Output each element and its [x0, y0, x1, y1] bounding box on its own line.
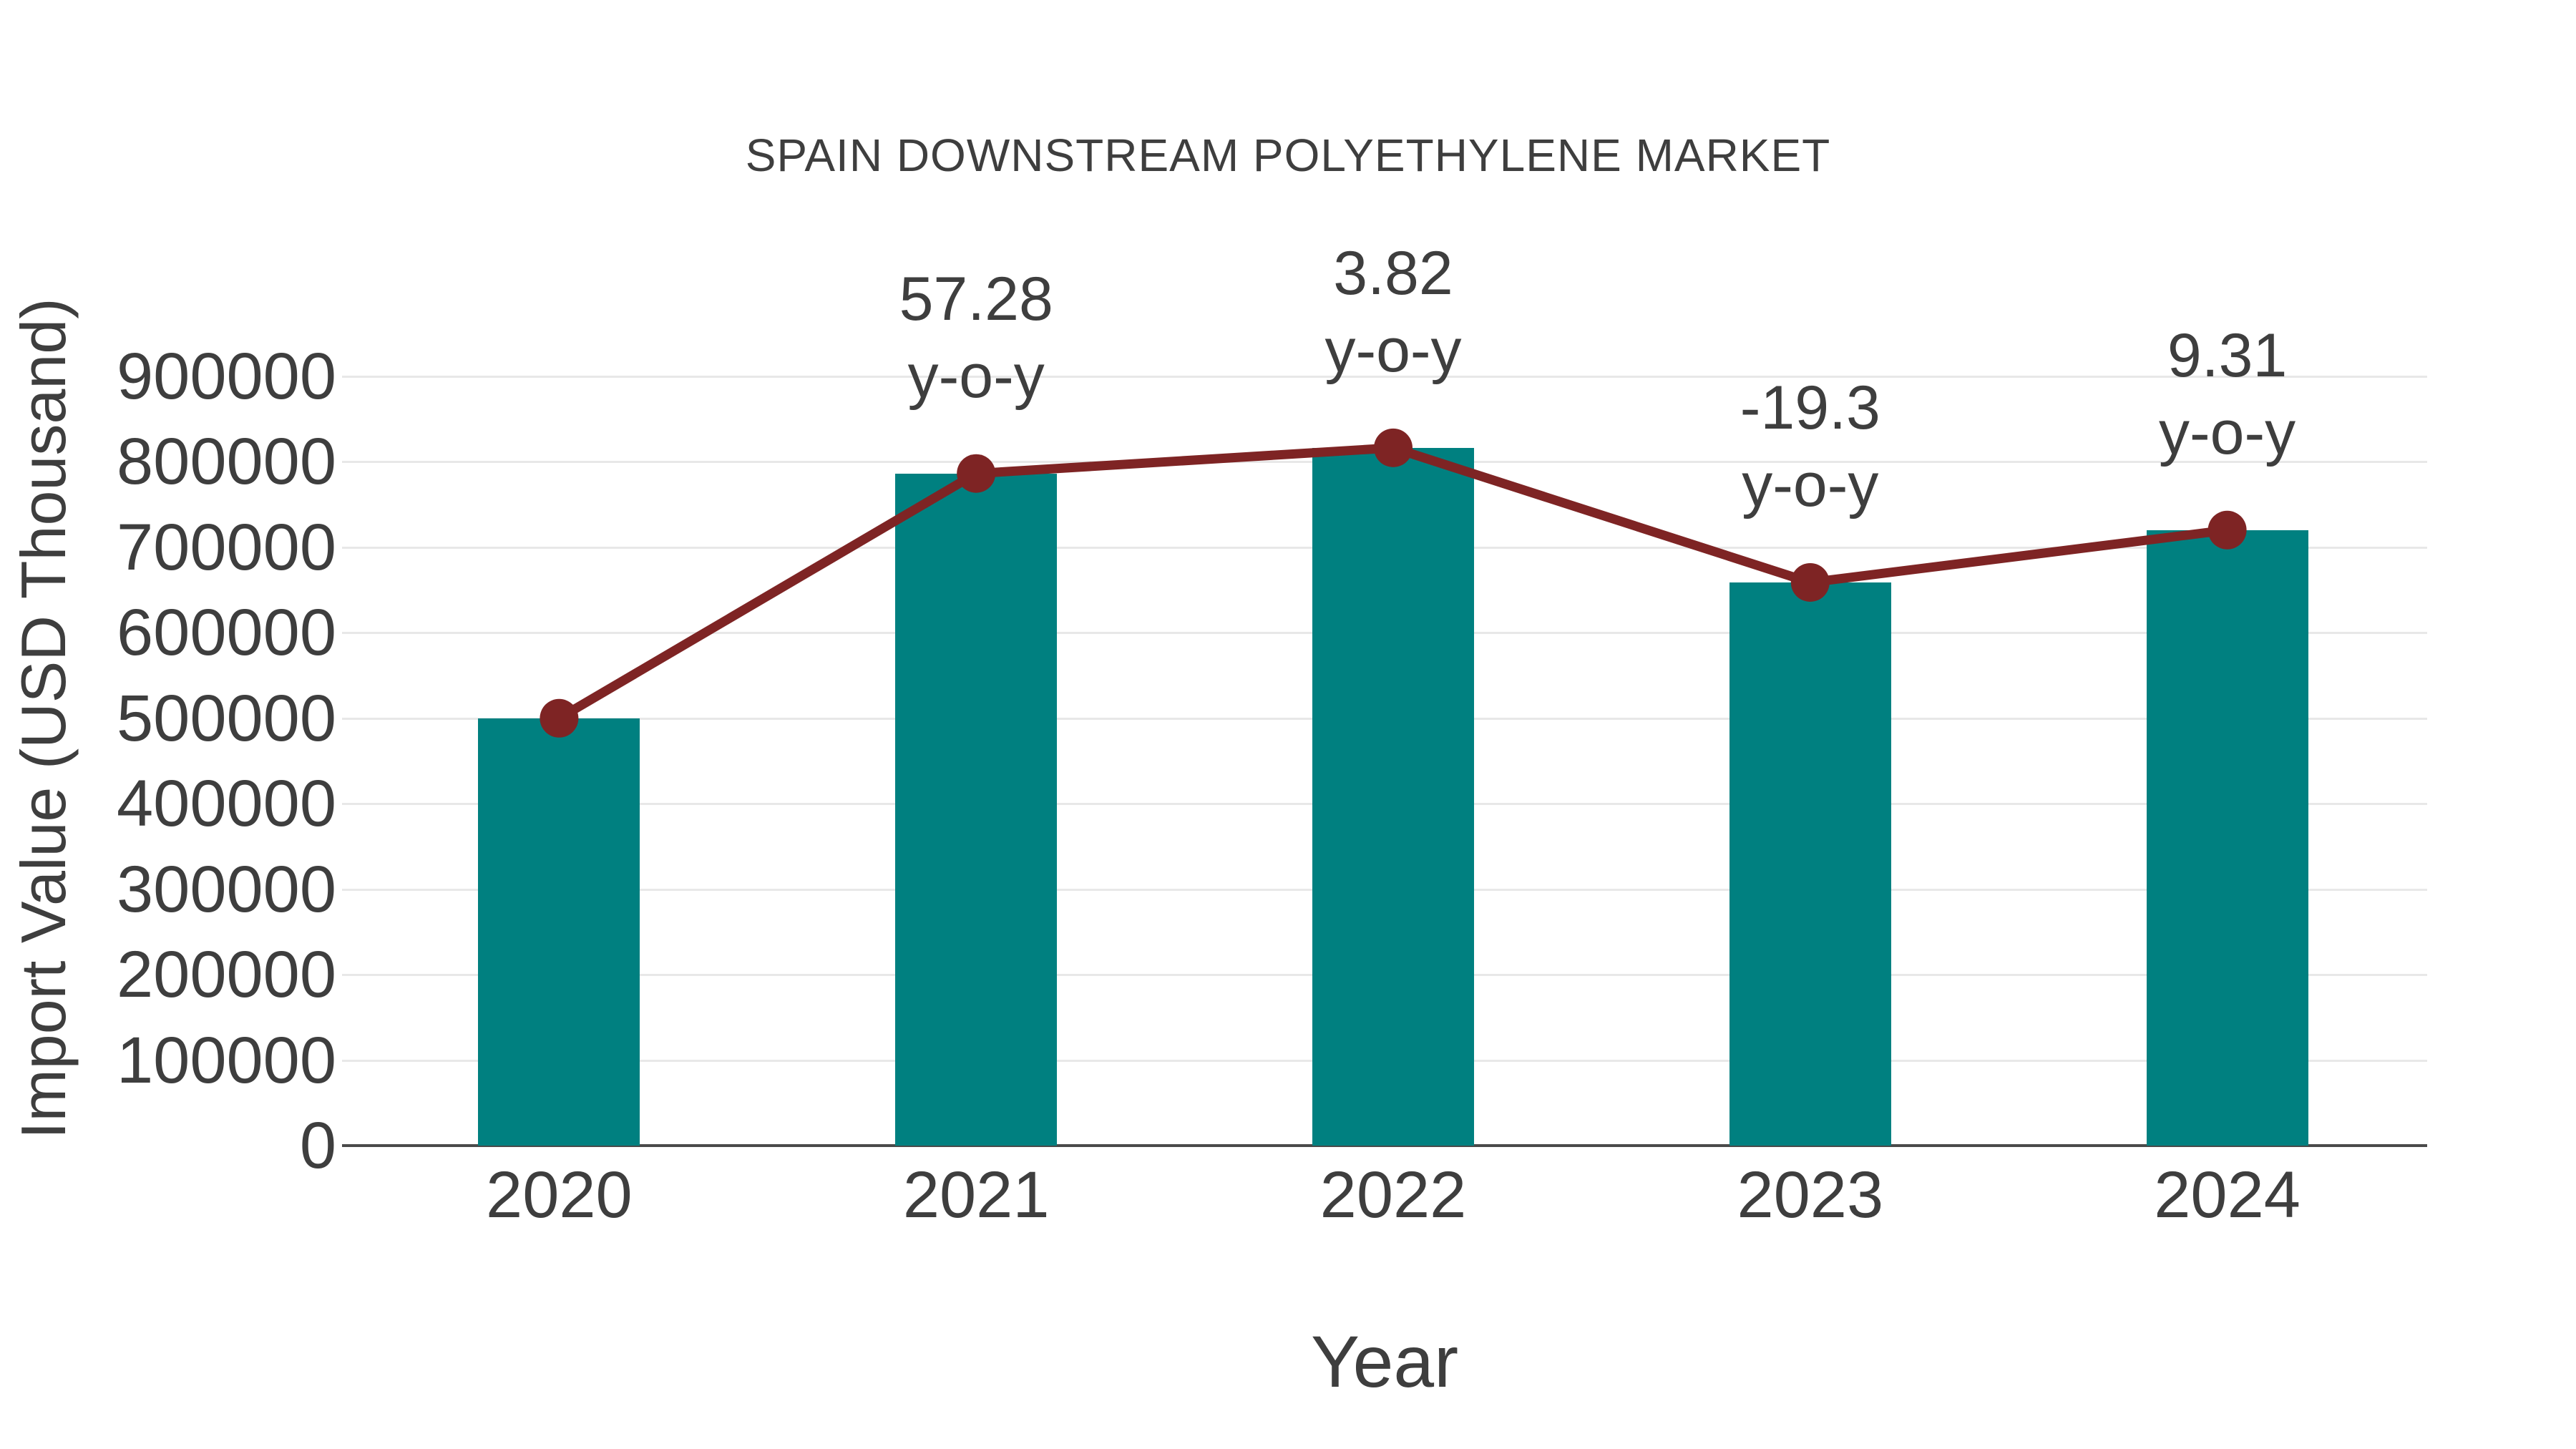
yoy-annotation-line: y-o-y	[1742, 450, 1879, 519]
chart-title: SPAIN DOWNSTREAM POLYETHYLENE MARKET	[745, 130, 1831, 181]
y-tick-label: 500000	[117, 681, 336, 755]
y-tick-label: 400000	[117, 767, 336, 841]
x-axis-line	[342, 1144, 2427, 1147]
x-tick-label-2023: 2023	[1737, 1158, 1884, 1231]
yoy-annotation-line: 57.28	[899, 264, 1053, 333]
y-tick-label: 300000	[117, 852, 336, 926]
gridline	[342, 376, 2427, 378]
x-tick-label-2024: 2024	[2154, 1158, 2301, 1231]
trend-line-layer	[540, 428, 2247, 738]
y-tick-label: 100000	[117, 1023, 336, 1097]
yoy-annotation-line: y-o-y	[2159, 398, 2296, 467]
x-tick-label-2020: 2020	[486, 1158, 633, 1231]
yoy-annotation-line: -19.3	[1740, 373, 1880, 442]
y-tick-label: 200000	[117, 938, 336, 1012]
yoy-annotation-line: y-o-y	[1324, 316, 1462, 385]
y-tick-label: 800000	[117, 425, 336, 499]
y-tick-label: 900000	[117, 340, 336, 413]
yoy-annotation-2022: 3.82 y-o-y	[1164, 235, 1622, 389]
yoy-annotation-2023: -19.3 y-o-y	[1581, 369, 2039, 524]
bar-2024	[2146, 530, 2308, 1146]
y-tick-label: 600000	[117, 596, 336, 670]
plot-area	[342, 376, 2427, 1147]
yoy-annotation-2021: 57.28 y-o-y	[747, 260, 1205, 415]
y-tick-label: 700000	[117, 510, 336, 584]
yoy-annotation-line: y-o-y	[907, 341, 1045, 411]
bar-2020	[478, 718, 640, 1146]
yoy-annotation-line: 9.31	[2167, 321, 2288, 390]
bar-2022	[1312, 447, 1474, 1146]
data-point-marker-2022	[1374, 428, 1413, 467]
bar-2023	[1729, 582, 1891, 1146]
yoy-annotation-2024: 9.31 y-o-y	[1999, 317, 2457, 472]
data-point-marker-2020	[540, 698, 579, 738]
data-point-marker-2021	[957, 454, 996, 493]
data-point-marker-2023	[1790, 562, 1830, 602]
x-axis-title: Year	[1310, 1321, 1459, 1402]
y-tick-label: 0	[299, 1109, 336, 1182]
bar-2021	[895, 473, 1058, 1146]
x-tick-label-2021: 2021	[902, 1158, 1050, 1231]
x-tick-label-2022: 2022	[1319, 1158, 1467, 1231]
yoy-annotation-line: 3.82	[1333, 238, 1453, 308]
data-point-marker-2024	[2207, 510, 2247, 550]
